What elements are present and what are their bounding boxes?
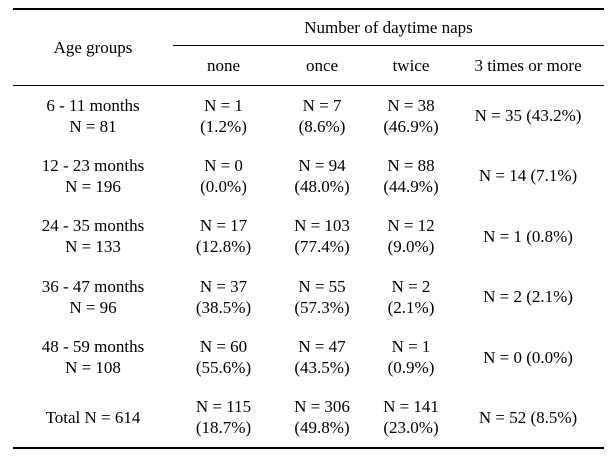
once-cell: N = 47 (43.5%) bbox=[274, 327, 370, 388]
percent: (49.8%) bbox=[294, 418, 350, 438]
age-range: 48 - 59 months bbox=[41, 337, 145, 357]
col-header-none: none bbox=[173, 45, 274, 86]
count: N = 37 bbox=[199, 276, 248, 296]
naps-group-header: Number of daytime naps bbox=[173, 8, 605, 46]
table-row: 24 - 35 months N = 133 N = 17 (12.8%) N … bbox=[13, 206, 604, 267]
percent: (23.0%) bbox=[383, 418, 439, 438]
age-cell: 24 - 35 months N = 133 bbox=[13, 206, 173, 267]
percent: (44.9%) bbox=[383, 176, 439, 196]
count: N = 38 bbox=[387, 95, 435, 115]
total-cell: Total N = 614 bbox=[13, 387, 173, 449]
count: N = 103 bbox=[294, 216, 350, 236]
percent: (55.6%) bbox=[195, 358, 252, 378]
twice-cell: N = 1 (0.9%) bbox=[370, 327, 452, 388]
age-cell: 48 - 59 months N = 108 bbox=[13, 327, 173, 388]
none-cell: N = 60 (55.6%) bbox=[173, 327, 274, 388]
more-cell: N = 2 (2.1%) bbox=[483, 287, 573, 307]
col-header-twice: twice bbox=[370, 45, 452, 86]
count: N = 0 bbox=[204, 155, 243, 175]
daytime-naps-table: Age groups Number of daytime naps none o… bbox=[13, 8, 605, 449]
percent: (0.0%) bbox=[200, 176, 247, 196]
col-header-3-or-more: 3 times or more bbox=[452, 45, 605, 86]
percent: (0.9%) bbox=[387, 358, 435, 378]
twice-cell: N = 2 (2.1%) bbox=[370, 267, 452, 328]
age-cell: 36 - 47 months N = 96 bbox=[13, 267, 173, 328]
count: N = 1 bbox=[204, 95, 243, 115]
age-count: N = 108 bbox=[65, 358, 121, 378]
once-cell: N = 94 (48.0%) bbox=[274, 146, 370, 207]
percent: (12.8%) bbox=[195, 237, 252, 257]
table-row: 12 - 23 months N = 196 N = 0 (0.0%) N = … bbox=[13, 146, 604, 207]
count: N = 47 bbox=[298, 337, 346, 357]
age-cell: 12 - 23 months N = 196 bbox=[13, 146, 173, 207]
count: N = 94 bbox=[298, 155, 346, 175]
count: N = 17 bbox=[199, 216, 248, 236]
total-label: Total N = 614 bbox=[45, 407, 141, 427]
age-range: 36 - 47 months bbox=[41, 276, 145, 296]
count: N = 1 bbox=[391, 337, 431, 357]
once-cell: N = 306 (49.8%) bbox=[274, 387, 370, 449]
count: N = 2 bbox=[391, 276, 431, 296]
table-row: 6 - 11 months N = 81 N = 1 (1.2%) N = 7 … bbox=[13, 85, 604, 146]
none-cell: N = 115 (18.7%) bbox=[173, 387, 274, 449]
age-range: 24 - 35 months bbox=[41, 216, 145, 236]
none-cell: N = 37 (38.5%) bbox=[173, 267, 274, 328]
age-count: N = 81 bbox=[69, 116, 117, 136]
age-range: 12 - 23 months bbox=[41, 155, 145, 175]
twice-cell: N = 38 (46.9%) bbox=[370, 85, 452, 146]
percent: (46.9%) bbox=[383, 116, 439, 136]
none-cell: N = 1 (1.2%) bbox=[173, 85, 274, 146]
percent: (9.0%) bbox=[387, 237, 435, 257]
twice-cell: N = 88 (44.9%) bbox=[370, 146, 452, 207]
more-cell: N = 14 (7.1%) bbox=[478, 166, 578, 186]
count: N = 7 bbox=[302, 95, 342, 115]
percent: (1.2%) bbox=[200, 116, 247, 136]
percent: (18.7%) bbox=[195, 418, 252, 438]
count: N = 115 bbox=[195, 397, 252, 417]
age-cell: 6 - 11 months N = 81 bbox=[13, 85, 173, 146]
more-cell: N = 52 (8.5%) bbox=[452, 387, 605, 449]
age-count: N = 96 bbox=[69, 297, 117, 317]
more-cell: N = 1 (0.8%) bbox=[483, 226, 573, 246]
percent: (77.4%) bbox=[294, 237, 350, 257]
count: N = 60 bbox=[199, 337, 248, 357]
age-count: N = 133 bbox=[65, 237, 121, 257]
twice-cell: N = 141 (23.0%) bbox=[370, 387, 452, 449]
twice-cell: N = 12 (9.0%) bbox=[370, 206, 452, 267]
age-groups-header: Age groups bbox=[13, 8, 173, 86]
age-range: 6 - 11 months bbox=[46, 95, 140, 115]
count: N = 306 bbox=[294, 397, 350, 417]
none-cell: N = 0 (0.0%) bbox=[173, 146, 274, 207]
count: N = 141 bbox=[383, 397, 439, 417]
once-cell: N = 55 (57.3%) bbox=[274, 267, 370, 328]
percent: (57.3%) bbox=[294, 297, 350, 317]
count: N = 12 bbox=[387, 216, 435, 236]
more-cell: N = 35 (43.2%) bbox=[474, 106, 582, 125]
table-row: 48 - 59 months N = 108 N = 60 (55.6%) N … bbox=[13, 327, 604, 388]
percent: (38.5%) bbox=[195, 297, 252, 317]
table-row: 36 - 47 months N = 96 N = 37 (38.5%) N =… bbox=[13, 267, 604, 328]
percent: (2.1%) bbox=[387, 297, 435, 317]
once-cell: N = 103 (77.4%) bbox=[274, 206, 370, 267]
none-cell: N = 17 (12.8%) bbox=[173, 206, 274, 267]
count: N = 88 bbox=[387, 155, 435, 175]
percent: (43.5%) bbox=[294, 358, 350, 378]
col-header-once: once bbox=[274, 45, 370, 86]
once-cell: N = 7 (8.6%) bbox=[274, 85, 370, 146]
age-count: N = 196 bbox=[65, 176, 121, 196]
percent: (48.0%) bbox=[294, 176, 350, 196]
count: N = 55 bbox=[298, 276, 346, 296]
percent: (8.6%) bbox=[298, 116, 346, 136]
table-row-total: Total N = 614 N = 115 (18.7%) N = 306 (4… bbox=[13, 387, 605, 449]
more-cell: N = 0 (0.0%) bbox=[483, 347, 573, 367]
